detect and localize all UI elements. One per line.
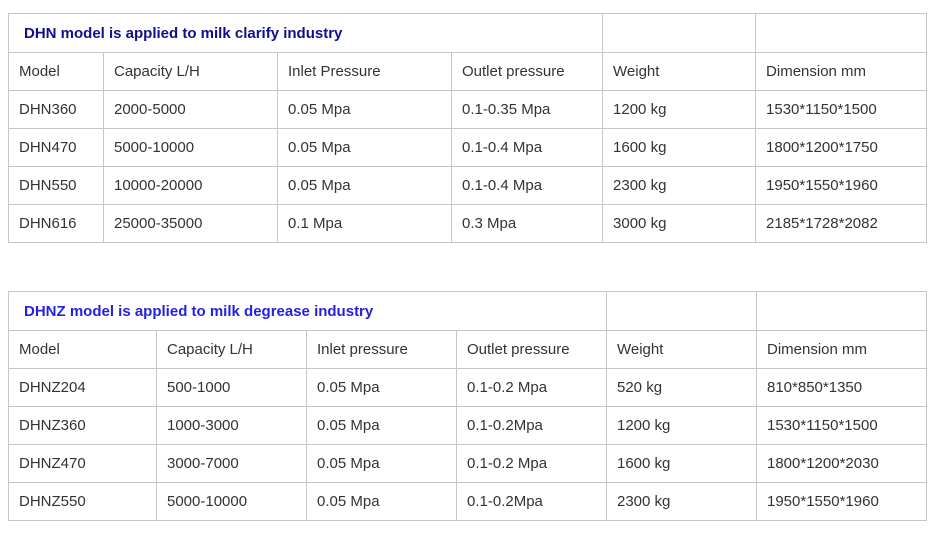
table-row: DHNZ550 5000-10000 0.05 Mpa 0.1-0.2Mpa 2… bbox=[8, 482, 927, 521]
title-row-empty-cell bbox=[756, 291, 927, 331]
cell-inlet-pressure: 0.05 Mpa bbox=[277, 166, 452, 205]
cell-weight: 2300 kg bbox=[606, 482, 757, 521]
cell-model: DHN470 bbox=[8, 128, 104, 167]
title-row-empty-cell bbox=[606, 291, 757, 331]
cell-weight: 1600 kg bbox=[606, 444, 757, 483]
table-row: DHNZ470 3000-7000 0.05 Mpa 0.1-0.2 Mpa 1… bbox=[8, 444, 927, 483]
cell-model: DHN616 bbox=[8, 204, 104, 243]
column-header-weight: Weight bbox=[606, 330, 757, 369]
cell-dimension: 1530*1150*1500 bbox=[755, 90, 928, 129]
cell-model: DHNZ550 bbox=[8, 482, 157, 521]
table-row: DHN550 10000-20000 0.05 Mpa 0.1-0.4 Mpa … bbox=[8, 166, 928, 205]
cell-dimension: 1800*1200*2030 bbox=[756, 444, 927, 483]
cell-dimension: 2185*1728*2082 bbox=[755, 204, 928, 243]
column-header-outlet-pressure: Outlet pressure bbox=[450, 52, 604, 91]
title-row-empty-cell bbox=[602, 13, 757, 53]
cell-capacity: 5000-10000 bbox=[103, 128, 278, 167]
cell-model: DHN360 bbox=[8, 90, 104, 129]
cell-weight: 520 kg bbox=[606, 368, 757, 407]
cell-dimension: 1950*1550*1960 bbox=[756, 482, 927, 521]
column-header-model: Model bbox=[8, 52, 104, 91]
cell-weight: 3000 kg bbox=[602, 204, 757, 243]
table-row: DHN616 25000-35000 0.1 Mpa 0.3 Mpa 3000 … bbox=[8, 204, 928, 243]
cell-outlet-pressure: 0.1-0.2 Mpa bbox=[456, 444, 607, 483]
column-header-inlet-pressure: Inlet Pressure bbox=[277, 52, 452, 91]
cell-inlet-pressure: 0.05 Mpa bbox=[306, 444, 457, 483]
cell-inlet-pressure: 0.05 Mpa bbox=[306, 406, 457, 445]
cell-outlet-pressure: 0.1-0.2Mpa bbox=[456, 406, 607, 445]
title-row-empty-cell bbox=[755, 13, 928, 53]
cell-weight: 1200 kg bbox=[602, 90, 757, 129]
table-row: DHNZ360 1000-3000 0.05 Mpa 0.1-0.2Mpa 12… bbox=[8, 406, 927, 445]
cell-model: DHNZ470 bbox=[8, 444, 157, 483]
table-title: DHN model is applied to milk clarify ind… bbox=[7, 13, 604, 53]
cell-model: DHN550 bbox=[8, 166, 104, 205]
cell-weight: 1200 kg bbox=[606, 406, 757, 445]
table-row: DHNZ204 500-1000 0.05 Mpa 0.1-0.2 Mpa 52… bbox=[8, 368, 927, 407]
dhn-spec-table: DHN model is applied to milk clarify ind… bbox=[7, 13, 928, 243]
cell-outlet-pressure: 0.1-0.4 Mpa bbox=[450, 166, 604, 205]
cell-outlet-pressure: 0.1-0.2Mpa bbox=[456, 482, 607, 521]
cell-capacity: 500-1000 bbox=[156, 368, 307, 407]
table-title-row: DHN model is applied to milk clarify ind… bbox=[7, 13, 928, 53]
cell-capacity: 25000-35000 bbox=[103, 204, 278, 243]
cell-inlet-pressure: 0.05 Mpa bbox=[306, 482, 457, 521]
column-header-capacity: Capacity L/H bbox=[103, 52, 278, 91]
table-title: DHNZ model is applied to milk degrease i… bbox=[8, 291, 607, 331]
column-header-outlet-pressure: Outlet pressure bbox=[456, 330, 607, 369]
cell-dimension: 1950*1550*1960 bbox=[755, 166, 928, 205]
cell-outlet-pressure: 0.1-0.35 Mpa bbox=[450, 90, 604, 129]
page: DHN model is applied to milk clarify ind… bbox=[7, 13, 928, 521]
cell-capacity: 10000-20000 bbox=[103, 166, 278, 205]
cell-capacity: 2000-5000 bbox=[103, 90, 278, 129]
cell-dimension: 1800*1200*1750 bbox=[755, 128, 928, 167]
column-header-dimension: Dimension mm bbox=[756, 330, 927, 369]
cell-weight: 1600 kg bbox=[602, 128, 757, 167]
header-row: Model Capacity L/H Inlet pressure Outlet… bbox=[8, 330, 927, 369]
cell-dimension: 810*850*1350 bbox=[756, 368, 927, 407]
cell-outlet-pressure: 0.1-0.2 Mpa bbox=[456, 368, 607, 407]
cell-outlet-pressure: 0.3 Mpa bbox=[450, 204, 604, 243]
cell-inlet-pressure: 0.05 Mpa bbox=[306, 368, 457, 407]
column-header-inlet-pressure: Inlet pressure bbox=[306, 330, 457, 369]
cell-model: DHNZ360 bbox=[8, 406, 157, 445]
table-row: DHN360 2000-5000 0.05 Mpa 0.1-0.35 Mpa 1… bbox=[8, 90, 928, 129]
cell-capacity: 3000-7000 bbox=[156, 444, 307, 483]
column-header-weight: Weight bbox=[602, 52, 757, 91]
cell-capacity: 5000-10000 bbox=[156, 482, 307, 521]
cell-outlet-pressure: 0.1-0.4 Mpa bbox=[450, 128, 604, 167]
cell-inlet-pressure: 0.05 Mpa bbox=[277, 90, 452, 129]
header-row: Model Capacity L/H Inlet Pressure Outlet… bbox=[8, 52, 928, 91]
column-header-capacity: Capacity L/H bbox=[156, 330, 307, 369]
cell-model: DHNZ204 bbox=[8, 368, 157, 407]
column-header-dimension: Dimension mm bbox=[755, 52, 928, 91]
cell-dimension: 1530*1150*1500 bbox=[756, 406, 927, 445]
table-title-row: DHNZ model is applied to milk degrease i… bbox=[8, 291, 927, 331]
cell-capacity: 1000-3000 bbox=[156, 406, 307, 445]
table-row: DHN470 5000-10000 0.05 Mpa 0.1-0.4 Mpa 1… bbox=[8, 128, 928, 167]
cell-inlet-pressure: 0.05 Mpa bbox=[277, 128, 452, 167]
cell-inlet-pressure: 0.1 Mpa bbox=[277, 204, 452, 243]
cell-weight: 2300 kg bbox=[602, 166, 757, 205]
dhnz-spec-table: DHNZ model is applied to milk degrease i… bbox=[8, 291, 927, 521]
column-header-model: Model bbox=[8, 330, 157, 369]
